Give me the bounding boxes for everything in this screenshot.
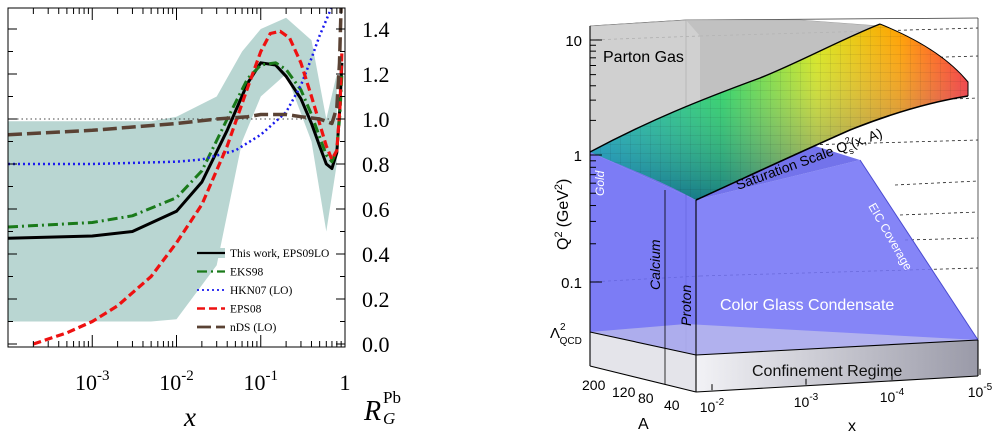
confinement-region-front [590, 332, 696, 392]
cgc-region-front [590, 152, 696, 355]
parton-gas-label: Parton Gas [603, 49, 684, 66]
q2-tick-label: 10 [565, 33, 582, 50]
cgc-label: Color Glass Condensate [720, 297, 894, 314]
eic-coverage-edge [859, 159, 979, 341]
uncertainty-band [8, 17, 337, 322]
nuclear-modification-chart: 10-3 10-2 10-1 1 0.0 0.2 0.4 0.6 0.8 1.0 1.2 1.4 x… [7, 7, 401, 432]
calcium-label: Calcium [647, 239, 663, 290]
y-tick-label: 1.2 [362, 62, 390, 87]
proton-label: Proton [678, 285, 694, 326]
y-axis-label: R [363, 396, 381, 427]
y-tick-label: 1.0 [362, 107, 390, 132]
saturation-ridge [695, 95, 969, 201]
a-tick-label: 120 [612, 384, 636, 400]
saturation-top-edge [589, 23, 881, 153]
a-tick-label: 200 [582, 377, 606, 393]
x-tick-label: 1 [340, 370, 351, 395]
y-tick-label: 0.0 [362, 332, 390, 357]
x-3d-tick-label: 10-5 [968, 382, 993, 400]
legend-label-2: HKN07 (LO) [230, 285, 292, 297]
legend-label-3: EPS08 [230, 304, 262, 316]
a-axis-label: A [638, 416, 649, 432]
confinement-region-side [696, 340, 978, 392]
x-3d-tick-label: 10-2 [700, 397, 725, 415]
legend: This work, EPS09LO EKS98 HKN07 (LO) EPS08 nD… [197, 248, 329, 334]
a-tick-label: 80 [638, 390, 654, 406]
series-line-4 [8, 8, 343, 137]
series-line-2 [8, 8, 333, 166]
y-axis-label-sub: G [383, 409, 395, 428]
legend-label-0: This work, EPS09LO [230, 248, 329, 260]
gold-label: Gold [593, 170, 607, 196]
y-axis-label-sup: Pb [383, 388, 401, 407]
q2-tick-label: 1 [574, 148, 582, 165]
q2-tick-label: 0.1 [561, 275, 582, 292]
series-line-0 [8, 61, 344, 240]
y-tick-label: 0.8 [362, 152, 390, 177]
saturation-mesh [590, 24, 968, 200]
a-tick-label: 40 [664, 397, 680, 413]
confinement-label: Confinement Regime [752, 363, 902, 380]
x-tick-label: 10-1 [244, 368, 279, 395]
saturation-back-edge [879, 23, 969, 96]
cgc-region-side [696, 160, 978, 355]
y-tick-label: 0.2 [362, 287, 390, 312]
x-tick-label: 10-2 [159, 368, 194, 395]
series-line-1 [8, 61, 344, 229]
legend-label-4: nDS (LO) [230, 322, 276, 334]
series-line-3 [32, 29, 344, 346]
x-axis-label-3d: x [848, 418, 856, 432]
y-tick-label: 0.4 [362, 242, 390, 267]
x-axis-label: x [183, 402, 196, 432]
x-tick-label: 10-3 [75, 368, 110, 395]
y-tick-label: 1.4 [362, 17, 390, 42]
q2-axis-label: Q2(GeV2) [553, 179, 572, 250]
confinement-region-top [590, 324, 978, 355]
x-3d-tick-label: 10-3 [794, 392, 819, 410]
y-tick-label: 0.6 [362, 197, 390, 222]
x-3d-tick-label: 10-4 [880, 387, 905, 405]
lambda-qcd-label: Λ2 QCD [550, 322, 582, 347]
legend-label-1: EKS98 [230, 267, 263, 279]
